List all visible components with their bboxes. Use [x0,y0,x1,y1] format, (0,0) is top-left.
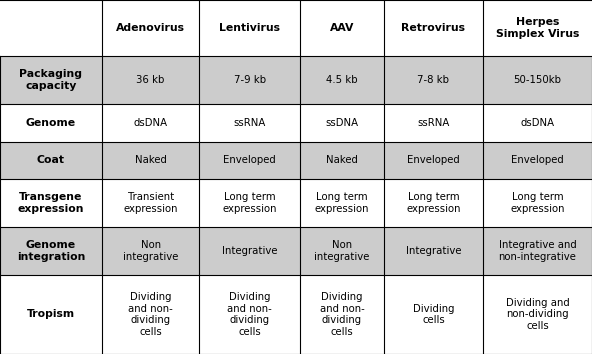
Bar [0,227,102,275]
Text: 36 kb: 36 kb [136,75,165,85]
Text: Dividing
and non-
dividing
cells: Dividing and non- dividing cells [227,292,272,337]
Text: 50-150kb: 50-150kb [513,75,561,85]
Bar [200,0,300,56]
Bar [0,179,102,227]
Text: 4.5 kb: 4.5 kb [326,75,358,85]
Text: Lentivirus: Lentivirus [219,23,280,33]
Text: Non
integrative: Non integrative [123,240,178,262]
Text: ssRNA: ssRNA [233,118,266,128]
Bar [102,227,200,275]
Bar [200,142,300,179]
Text: ssDNA: ssDNA [326,118,359,128]
Bar [0,104,102,142]
Bar [0,275,102,354]
Bar [102,104,200,142]
Bar [102,0,200,56]
Text: dsDNA: dsDNA [134,118,168,128]
Text: Adenovirus: Adenovirus [116,23,185,33]
Text: Enveloped: Enveloped [407,155,460,165]
Bar [483,142,592,179]
Bar [384,104,483,142]
Text: Long term
expression: Long term expression [223,192,277,214]
Bar [483,275,592,354]
Text: Herpes
Simplex Virus: Herpes Simplex Virus [496,17,579,39]
Bar [384,275,483,354]
Text: Transgene
expression: Transgene expression [18,192,84,214]
Text: Enveloped: Enveloped [223,155,276,165]
Bar [102,56,200,104]
Text: Retrovirus: Retrovirus [401,23,465,33]
Bar [483,0,592,56]
Text: Non
integrative: Non integrative [314,240,370,262]
Bar [483,227,592,275]
Bar [483,56,592,104]
Bar [384,179,483,227]
Bar [0,56,102,104]
Bar [200,56,300,104]
Bar [384,0,483,56]
Bar [483,104,592,142]
Text: Tropism: Tropism [27,309,75,319]
Text: Dividing and
non-dividing
cells: Dividing and non-dividing cells [506,298,570,331]
Bar [483,179,592,227]
Text: Integrative: Integrative [406,246,461,256]
Text: Dividing
and non-
dividing
cells: Dividing and non- dividing cells [320,292,365,337]
Bar [300,56,384,104]
Text: Genome
integration: Genome integration [17,240,85,262]
Text: Long term
expression: Long term expression [406,192,461,214]
Bar [200,104,300,142]
Text: ssRNA: ssRNA [417,118,449,128]
Text: Packaging
capacity: Packaging capacity [20,69,82,91]
Text: Genome: Genome [26,118,76,128]
Bar [102,142,200,179]
Text: 7-9 kb: 7-9 kb [234,75,266,85]
Bar [102,179,200,227]
Bar [300,142,384,179]
Bar [300,179,384,227]
Bar [200,227,300,275]
Bar [0,0,102,56]
Text: Integrative and
non-integrative: Integrative and non-integrative [498,240,577,262]
Bar [300,0,384,56]
Text: Dividing
and non-
dividing
cells: Dividing and non- dividing cells [128,292,173,337]
Bar [0,142,102,179]
Text: Enveloped: Enveloped [511,155,564,165]
Bar [200,179,300,227]
Bar [300,227,384,275]
Text: Coat: Coat [37,155,65,165]
Bar [384,56,483,104]
Text: 7-8 kb: 7-8 kb [417,75,449,85]
Bar [300,104,384,142]
Text: Dividing
cells: Dividing cells [413,304,454,325]
Text: AAV: AAV [330,23,354,33]
Bar [200,275,300,354]
Text: dsDNA: dsDNA [520,118,554,128]
Text: Transient
expression: Transient expression [123,192,178,214]
Bar [102,275,200,354]
Text: Long term
expression: Long term expression [510,192,565,214]
Text: Long term
expression: Long term expression [315,192,369,214]
Bar [384,142,483,179]
Text: Naked: Naked [326,155,358,165]
Bar [384,227,483,275]
Text: Integrative: Integrative [222,246,278,256]
Text: Naked: Naked [135,155,166,165]
Bar [300,275,384,354]
